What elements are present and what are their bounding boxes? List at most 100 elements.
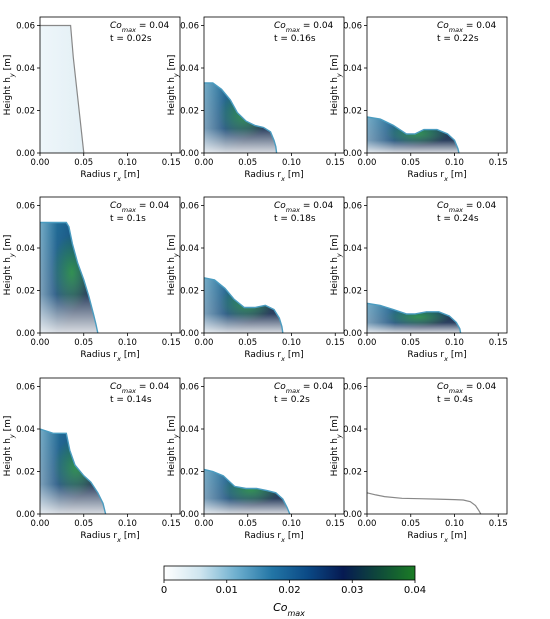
x-tick-label: 0.00 [195,158,214,168]
panel: 0.00 0.05 0.10 0.15 0.00 0.02 0.04 0.06 Radius r… [167,377,345,544]
x-tick-label: 0.10 [445,158,464,168]
y-axis-label: Height hy [m] [330,416,343,477]
axes-frame [39,377,181,515]
y-tick-label: 0.00 [16,149,35,159]
x-tick-label: 0.15 [162,338,181,348]
x-axis-label: Radius rx [m] [80,170,139,183]
x-tick-label: 0.15 [489,519,508,529]
annotation-time: t = 0.1s [110,214,146,224]
colorbar-tick-label: 0.02 [278,585,300,596]
axis-boundary-shading [204,82,277,153]
x-tick-label: 0.00 [358,519,377,529]
x-tick-label: 0.15 [326,519,345,529]
axes-frame [203,196,345,334]
y-tick-label: 0.00 [343,329,362,339]
x-tick-label: 0.10 [118,158,137,168]
colorbar-tick-label: 0.03 [341,585,363,596]
axes-frame [39,16,181,154]
y-tick-label: 0.06 [343,22,362,32]
x-tick-label: 0.15 [326,158,345,168]
x-tick-label: 0.05 [238,158,257,168]
y-tick-label: 0.04 [180,64,199,74]
x-tick-label: 0.05 [74,519,93,529]
y-tick-label: 0.06 [16,22,35,32]
free-surface-line [39,428,107,515]
y-tick-label: 0.02 [180,468,199,478]
y-axis-label: Height hy [m] [167,235,180,296]
y-tick-label: 0.02 [180,107,199,117]
panel: 0.00 0.05 0.10 0.15 0.00 0.02 0.04 0.06 Radius r… [3,16,181,183]
colorbar-tick-label: 0 [161,585,167,596]
y-tick-label: 0.06 [180,22,199,32]
y-axis-label: Height hy [m] [3,55,16,116]
y-tick-label: 0.04 [343,425,362,435]
y-tick-label: 0.02 [16,287,35,297]
x-axis-label: Radius rx [m] [80,531,139,544]
x-tick-label: 0.05 [401,519,420,529]
y-axis-label: Height hy [m] [330,55,343,116]
y-axis-label: Height hy [m] [330,235,343,296]
x-tick-label: 0.15 [489,158,508,168]
x-tick-label: 0.15 [326,338,345,348]
x-axis-label: Radius rx [m] [80,350,139,363]
y-tick-label: 0.04 [343,244,362,254]
panel: 0.00 0.05 0.10 0.15 0.00 0.02 0.04 0.06 Radius r… [167,16,345,183]
colorbar-tick-label: 0.04 [404,585,426,596]
x-tick-label: 0.00 [195,338,214,348]
x-axis-label: Radius rx [m] [407,350,466,363]
x-tick-label: 0.05 [74,158,93,168]
y-tick-label: 0.00 [180,329,199,339]
y-tick-label: 0.06 [180,383,199,393]
axes-frame [203,377,345,515]
annotation-co-max: Comax = 0.04 [274,382,334,395]
annotation-time: t = 0.4s [437,395,473,405]
annotation-co-max: Comax = 0.04 [110,201,170,214]
colorbar-tick-label: 0.01 [216,585,238,596]
y-tick-label: 0.02 [16,468,35,478]
axis-boundary-shading [40,222,98,333]
annotation-time: t = 0.16s [274,34,316,44]
y-tick-label: 0.06 [16,383,35,393]
annotation-co-max: Comax = 0.04 [274,21,334,34]
y-tick-label: 0.00 [16,510,35,520]
y-tick-label: 0.06 [16,202,35,212]
colorbar: 0 0.01 0.02 0.03 0.04 Comax [161,565,426,618]
plot-area [367,378,507,514]
y-tick-label: 0.06 [343,202,362,212]
free-surface-line [40,221,99,334]
x-tick-label: 0.10 [445,519,464,529]
annotation-time: t = 0.14s [110,395,152,405]
axis-boundary-shading [367,116,459,153]
free-surface-line [203,277,284,334]
x-axis-label: Radius rx [m] [244,350,303,363]
x-tick-label: 0.00 [31,519,50,529]
y-tick-label: 0.04 [180,425,199,435]
annotation-co-max: Comax = 0.04 [437,21,497,34]
panel: 0.00 0.05 0.10 0.15 0.00 0.02 0.04 0.06 Radius r… [167,196,345,363]
y-tick-label: 0.04 [16,425,35,435]
y-tick-label: 0.00 [343,149,362,159]
y-tick-label: 0.04 [343,64,362,74]
axes-frame [366,377,508,515]
free-surface-line [366,302,462,334]
x-axis-label: Radius rx [m] [244,531,303,544]
axis-boundary-shading [367,303,461,333]
x-tick-label: 0.00 [195,519,214,529]
free-surface-line [204,82,278,154]
x-tick-label: 0.15 [162,158,181,168]
colorbar-label: Comax [273,601,305,618]
x-tick-label: 0.05 [401,158,420,168]
axis-boundary-shading [204,469,290,514]
panel: 0.00 0.05 0.10 0.15 0.00 0.02 0.04 0.06 Radius r… [3,377,181,544]
y-axis-label: Height hy [m] [3,235,16,296]
x-tick-label: 0.00 [31,338,50,348]
panel: 0.00 0.05 0.10 0.15 0.00 0.02 0.04 0.06 Radius r… [3,196,181,363]
annotation-co-max: Comax = 0.04 [437,382,497,395]
y-tick-label: 0.06 [180,202,199,212]
y-tick-label: 0.00 [16,329,35,339]
x-tick-label: 0.00 [358,338,377,348]
y-tick-label: 0.02 [180,287,199,297]
annotation-co-max: Comax = 0.04 [274,201,334,214]
x-tick-label: 0.10 [118,519,137,529]
y-axis-label: Height hy [m] [167,55,180,116]
